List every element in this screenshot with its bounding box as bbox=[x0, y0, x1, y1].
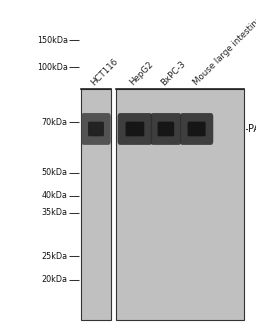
Text: PAR2: PAR2 bbox=[248, 124, 256, 134]
Text: HCT116: HCT116 bbox=[90, 57, 120, 87]
Bar bbox=[81, 89, 111, 320]
Text: 70kDa: 70kDa bbox=[42, 118, 68, 127]
Bar bbox=[116, 89, 244, 320]
Text: HepG2: HepG2 bbox=[128, 60, 155, 87]
Text: 20kDa: 20kDa bbox=[42, 275, 68, 284]
FancyBboxPatch shape bbox=[118, 113, 152, 145]
FancyBboxPatch shape bbox=[151, 113, 181, 145]
Text: 25kDa: 25kDa bbox=[42, 252, 68, 261]
Text: BxPC-3: BxPC-3 bbox=[159, 59, 187, 87]
Text: Mouse large intestine: Mouse large intestine bbox=[192, 15, 256, 87]
FancyBboxPatch shape bbox=[81, 113, 111, 145]
Text: 50kDa: 50kDa bbox=[42, 168, 68, 177]
FancyBboxPatch shape bbox=[180, 113, 213, 145]
FancyBboxPatch shape bbox=[158, 122, 174, 136]
FancyBboxPatch shape bbox=[88, 122, 104, 136]
FancyBboxPatch shape bbox=[188, 122, 206, 136]
FancyBboxPatch shape bbox=[125, 122, 144, 136]
Text: 150kDa: 150kDa bbox=[37, 36, 68, 45]
Text: 100kDa: 100kDa bbox=[37, 63, 68, 71]
Text: 40kDa: 40kDa bbox=[42, 192, 68, 200]
Text: 35kDa: 35kDa bbox=[42, 208, 68, 217]
